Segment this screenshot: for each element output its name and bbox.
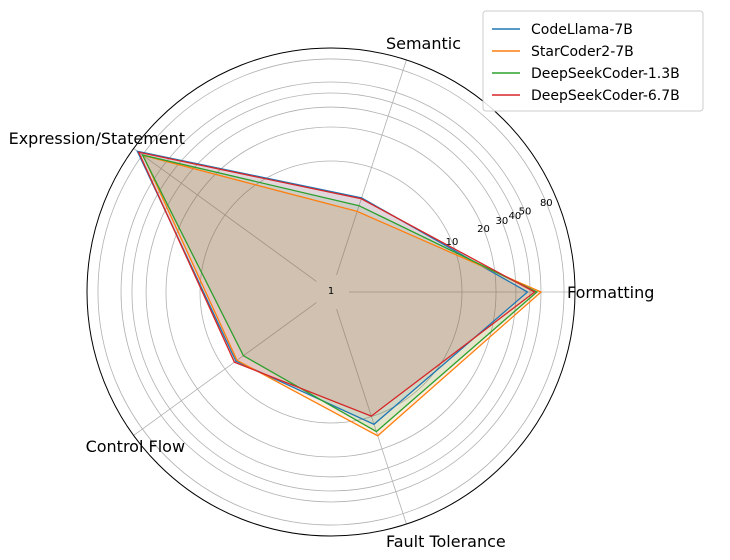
axis-spoke bbox=[133, 302, 317, 436]
axis-spoke bbox=[336, 59, 407, 276]
series-lines bbox=[136, 150, 543, 437]
radial-tick-label: 1 bbox=[328, 286, 334, 297]
axis-label-1: Semantic bbox=[386, 34, 461, 53]
legend-label-1: StarCoder2-7B bbox=[531, 44, 634, 60]
series-fill-3 bbox=[138, 152, 535, 417]
radial-tick-label: 50 bbox=[519, 207, 532, 218]
radial-tick-label: 40 bbox=[509, 211, 522, 222]
outer-frame bbox=[86, 47, 576, 537]
axis-label-0: Formatting bbox=[567, 283, 654, 302]
radial-tick-label: 80 bbox=[540, 198, 553, 209]
legend: CodeLlama-7B StarCoder2-7B DeepSeekCoder-1… bbox=[482, 10, 704, 112]
legend-label-2: DeepSeekCoder-1.3B bbox=[531, 66, 680, 82]
radial-tick-label: 30 bbox=[495, 216, 508, 227]
legend-label-3: DeepSeekCoder-6.7B bbox=[531, 88, 680, 104]
axis-labels: Formatting Semantic Expression/Statement Co… bbox=[9, 34, 655, 551]
legend-label-0: CodeLlama-7B bbox=[531, 22, 633, 38]
axis-label-3: Control Flow bbox=[86, 437, 185, 456]
radial-tick-label: 10 bbox=[446, 237, 459, 248]
axis-label-2: Expression/Statement bbox=[9, 129, 185, 148]
radial-tick-label: 20 bbox=[477, 224, 490, 235]
axis-spoke bbox=[133, 148, 317, 282]
series-line-1 bbox=[141, 154, 543, 437]
series-line-2 bbox=[141, 154, 539, 433]
legend-box bbox=[482, 10, 704, 112]
series-line-3 bbox=[137, 151, 536, 417]
axis-label-4: Fault Tolerance bbox=[386, 532, 506, 551]
series-fill-2 bbox=[142, 155, 537, 432]
